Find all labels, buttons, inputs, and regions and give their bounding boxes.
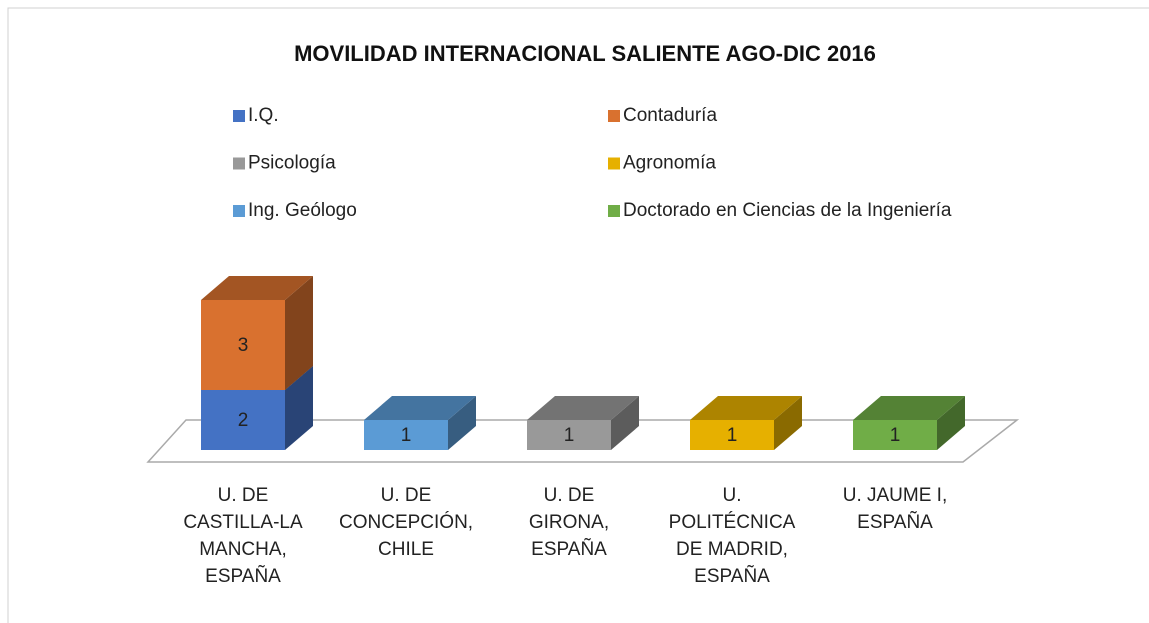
x-tick-label: U. DE GIRONA, ESPAÑA <box>528 485 610 560</box>
bar-side <box>611 396 639 450</box>
bar-front <box>690 420 774 450</box>
data-label: 1 <box>890 425 901 446</box>
bar <box>690 396 802 450</box>
bar-front <box>201 300 285 390</box>
bar-side <box>448 396 476 450</box>
x-tick-label: U. DE CONCEPCIÓN, CHILE <box>339 485 474 560</box>
data-label: 3 <box>238 335 249 356</box>
legend-swatch <box>608 110 620 122</box>
bar <box>364 396 476 450</box>
x-tick-label: U. POLITÉCNICA DE MADRID, ESPAÑA <box>668 485 796 587</box>
legend-label: I.Q. <box>248 105 279 126</box>
legend-swatch <box>608 157 620 170</box>
legend-label: Agronomía <box>623 153 716 174</box>
legend-swatch <box>233 110 245 122</box>
floor <box>146 419 1020 463</box>
bar-front <box>201 390 285 450</box>
bar-front <box>853 420 937 450</box>
chart-title: MOVILIDAD INTERNACIONAL SALIENTE AGO-DIC… <box>294 41 876 66</box>
bar <box>527 396 639 450</box>
bar <box>853 396 965 450</box>
bar-top <box>690 396 802 420</box>
data-label: 1 <box>727 425 738 446</box>
legend-label: Contaduría <box>623 105 717 126</box>
x-tick-label: U. DE CASTILLA-LA MANCHA, ESPAÑA <box>183 485 303 587</box>
bar-top <box>364 396 476 420</box>
bar-front <box>364 420 448 450</box>
bar-front <box>527 420 611 450</box>
bar-side <box>937 396 965 450</box>
bar-side <box>285 366 313 450</box>
chart-border <box>7 7 1149 623</box>
data-label: 1 <box>564 425 575 446</box>
bar <box>201 276 313 390</box>
legend-swatch <box>233 157 245 170</box>
bar-side <box>774 396 802 450</box>
bar-top <box>853 396 965 420</box>
data-label: 1 <box>401 425 412 446</box>
bar-top <box>201 276 313 300</box>
legend-label: Doctorado en Ciencias de la Ingeniería <box>623 200 952 221</box>
legend-swatch <box>608 205 620 217</box>
bar-top <box>527 396 639 420</box>
legend-label: Psicología <box>248 153 336 174</box>
bar-side <box>285 276 313 390</box>
x-tick-label: U. JAUME I, ESPAÑA <box>842 485 948 533</box>
legend-swatch <box>233 205 245 217</box>
legend-label: Ing. Geólogo <box>248 200 357 221</box>
data-label: 2 <box>238 410 249 431</box>
